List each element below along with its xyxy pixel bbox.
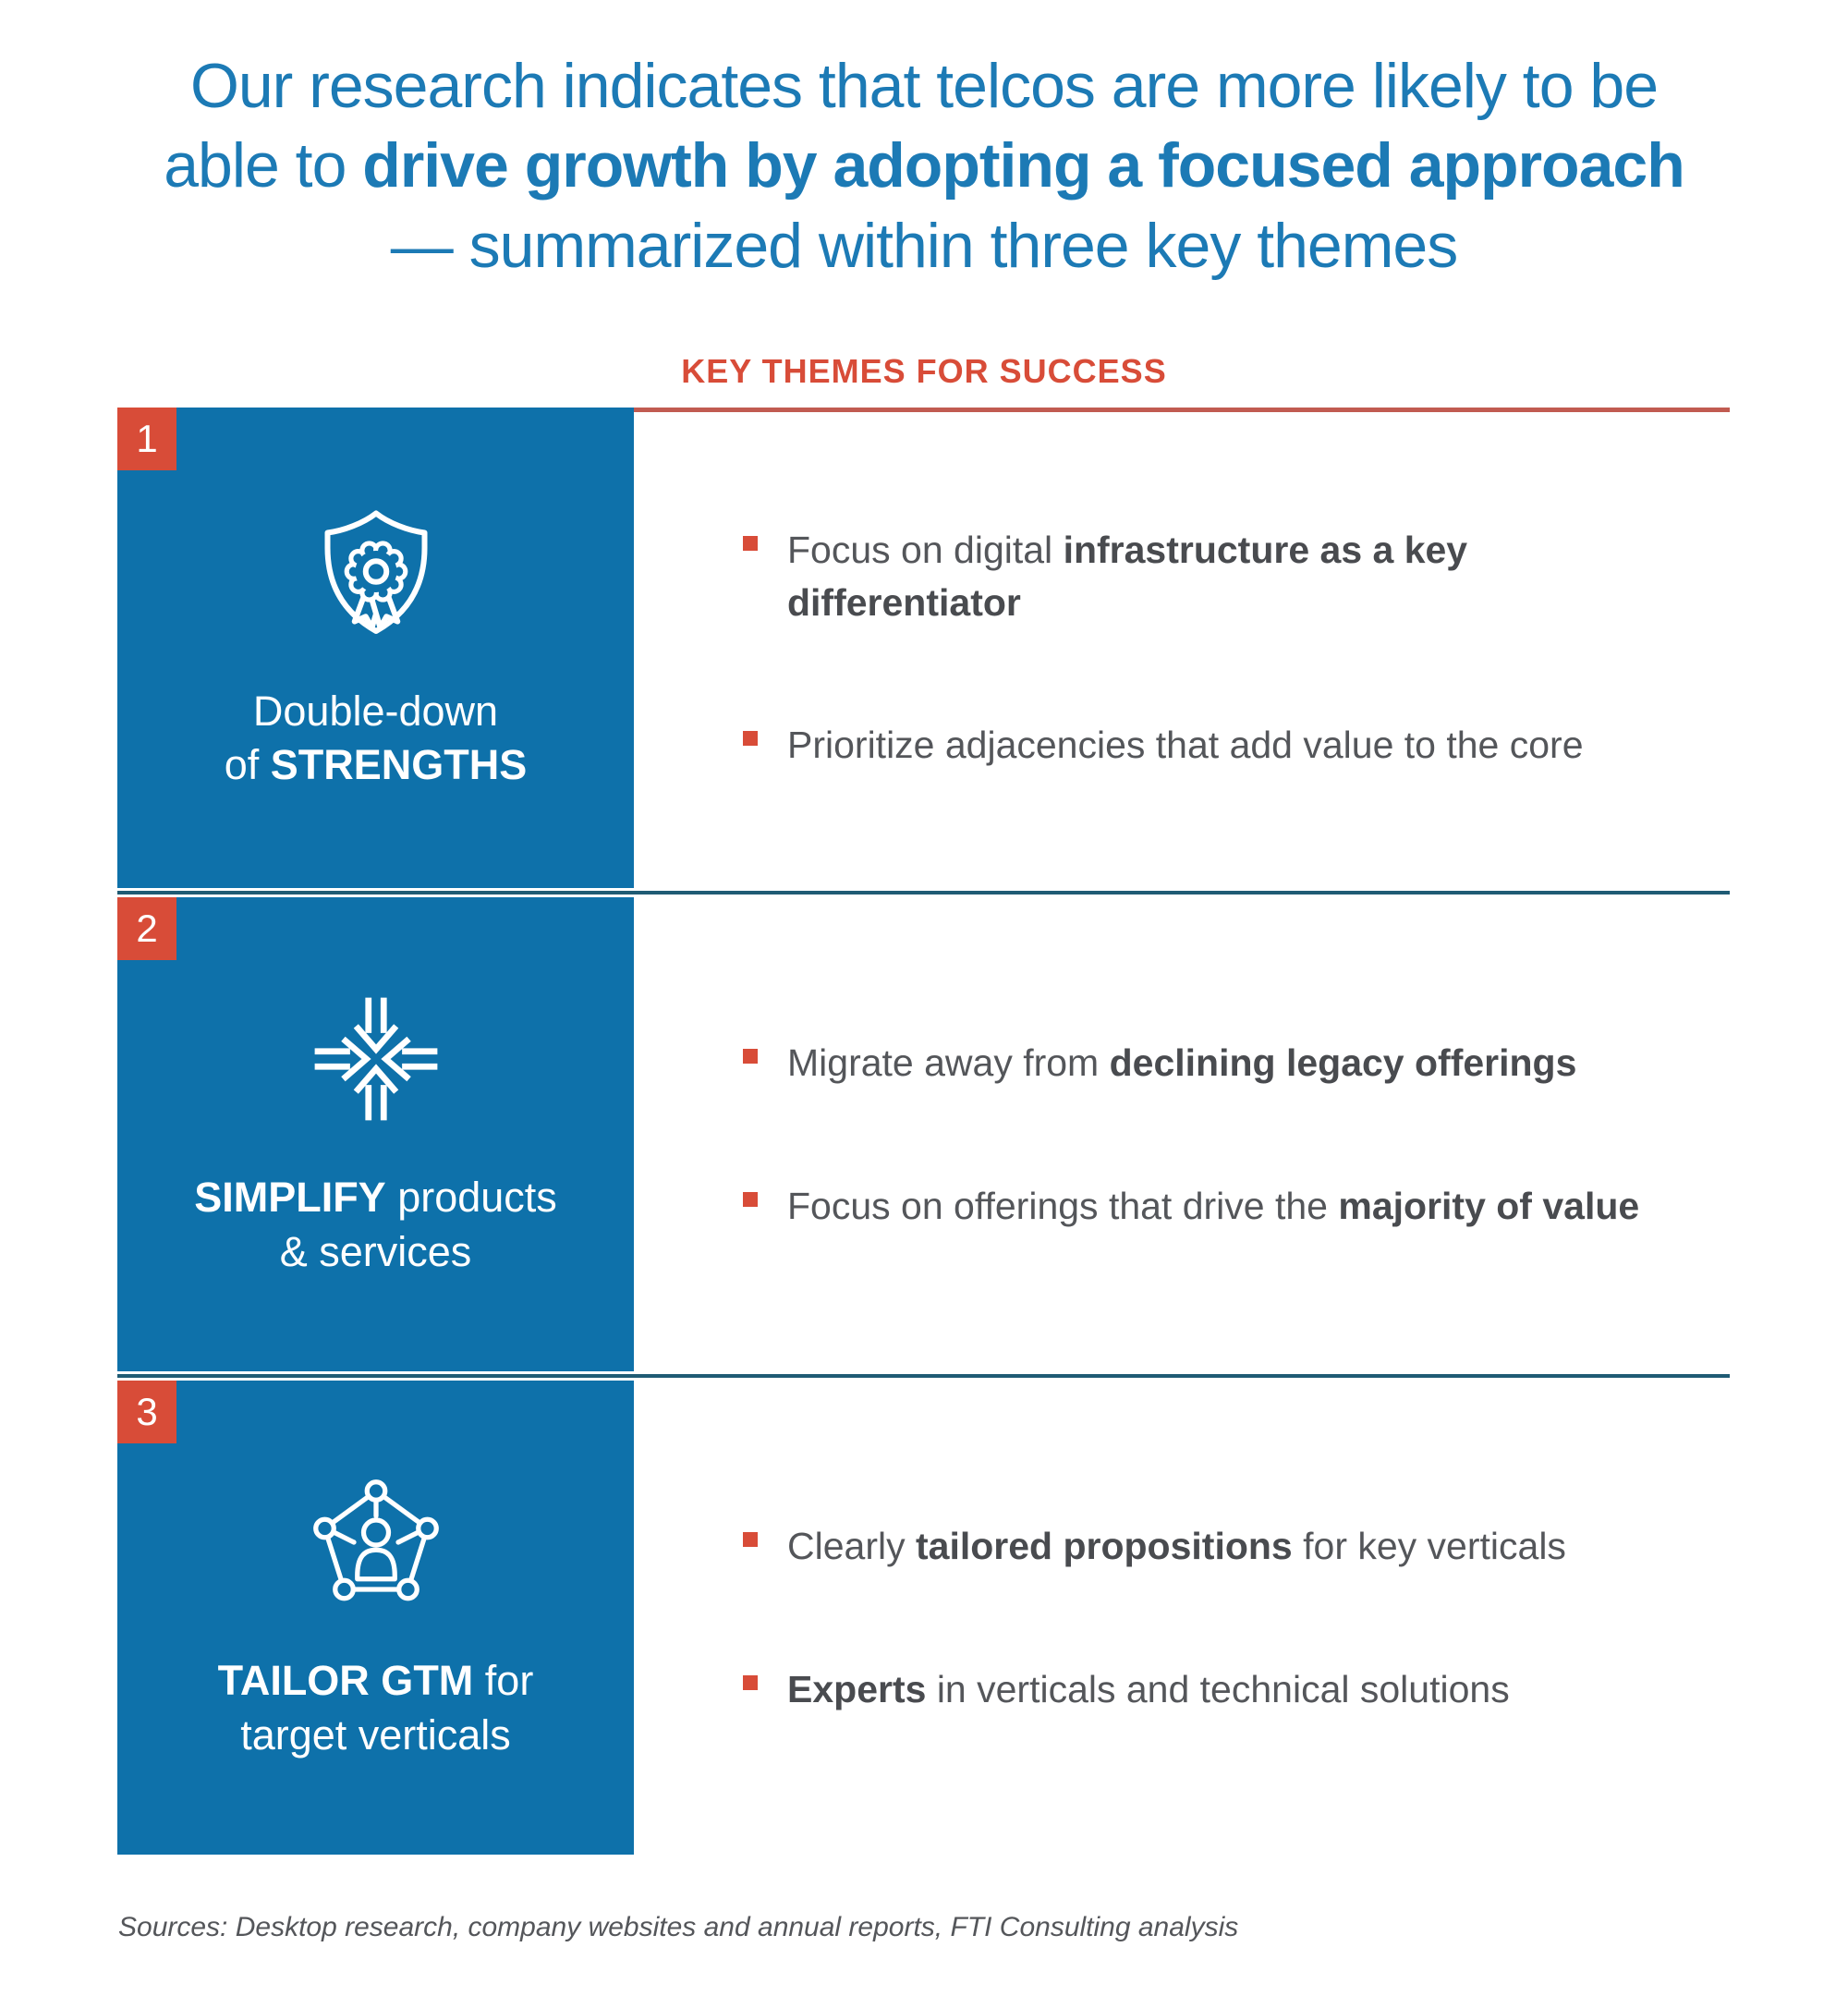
bullet-marker xyxy=(743,731,758,747)
bullet-item: Focus on digital infrastructure as a key… xyxy=(743,524,1693,628)
theme-bullets: Migrate away from declining legacy offer… xyxy=(634,897,1730,1371)
theme-row-tailor-gtm: 3 TAILOR xyxy=(117,1374,1730,1856)
bullet-text: Migrate away from declining legacy offer… xyxy=(787,1041,1577,1084)
title-line2-normal: able to xyxy=(164,130,363,201)
theme-number-badge: 1 xyxy=(117,408,176,471)
bullet-marker xyxy=(743,1191,758,1207)
bullet-marker xyxy=(743,1049,758,1064)
bullet-text: Focus on digital infrastructure as a key… xyxy=(787,529,1468,624)
bullet-text: Experts in verticals and technical solut… xyxy=(787,1667,1510,1710)
bullet-item: Migrate away from declining legacy offer… xyxy=(743,1037,1693,1089)
theme-bullets: Focus on digital infrastructure as a key… xyxy=(634,408,1730,888)
theme-label: SIMPLIFY products & services xyxy=(194,1174,557,1275)
bullet-marker xyxy=(743,1532,758,1547)
theme-card-simplify: 2 SIMPLIFY products & services xyxy=(117,897,634,1372)
theme-row-simplify: 2 SIMPLIFY products & services Migrate aw… xyxy=(117,891,1730,1372)
converging-arrows-icon xyxy=(307,990,445,1128)
bullet-item: Clearly tailored propositions for key ve… xyxy=(743,1520,1693,1573)
bullet-text: Clearly tailored propositions for key ve… xyxy=(787,1525,1566,1567)
section-header: KEY THEMES FOR SUCCESS xyxy=(681,352,1167,391)
sources-note: Sources: Desktop research, company websi… xyxy=(118,1912,1239,1943)
theme-bullets: Clearly tailored propositions for key ve… xyxy=(634,1381,1730,1855)
bullet-item: Prioritize adjacencies that add value to… xyxy=(743,719,1693,772)
pentagon-network-icon xyxy=(307,1473,445,1612)
theme-number-badge: 3 xyxy=(117,1381,176,1444)
bullet-marker xyxy=(743,1674,758,1690)
table-top-rule xyxy=(634,408,1730,413)
key-themes-table: 1 xyxy=(117,408,1730,1856)
theme-number-badge: 2 xyxy=(117,897,176,961)
theme-label: TAILOR GTM for target verticals xyxy=(217,1657,534,1759)
title-line2-bold: drive growth by adopting a focused appro… xyxy=(362,130,1684,201)
theme-card-strengths: 1 xyxy=(117,408,634,889)
theme-row-strengths: 1 xyxy=(117,408,1730,889)
theme-label: Double-down of STRENGTHS xyxy=(224,687,528,789)
bullet-item: Focus on offerings that drive the majori… xyxy=(743,1180,1693,1233)
page-title: Our research indicates that telcos are m… xyxy=(0,0,1848,286)
title-line1: Our research indicates that telcos are m… xyxy=(189,51,1659,121)
title-line3: — summarized within three key themes xyxy=(390,210,1458,281)
bullet-marker xyxy=(743,536,758,552)
bullet-item: Experts in verticals and technical solut… xyxy=(743,1663,1693,1716)
bullet-text: Prioritize adjacencies that add value to… xyxy=(787,724,1584,767)
theme-card-tailor-gtm: 3 TAILOR xyxy=(117,1381,634,1856)
bullet-text: Focus on offerings that drive the majori… xyxy=(787,1184,1640,1227)
award-shield-icon xyxy=(307,504,445,642)
